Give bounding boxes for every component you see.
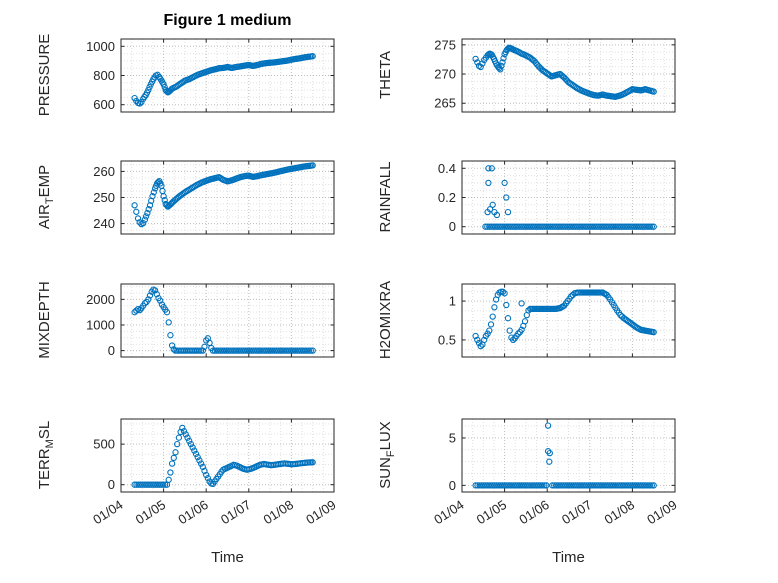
svg-text:5: 5	[449, 430, 456, 445]
h2omixra-plot: 0.51	[438, 283, 676, 358]
y-tick-labels: 0 1000 2000	[86, 292, 115, 358]
minor-grid	[121, 161, 334, 234]
svg-text:0: 0	[449, 219, 456, 234]
y-tick-labels: 0 0.2 0.4	[438, 161, 456, 234]
pressure-plot: 600 800 1000	[86, 38, 335, 113]
subplot-pressure: PRESSURE 600 800 1000	[36, 29, 341, 132]
svg-text:250: 250	[93, 190, 115, 205]
subplot-air-temp: AIRTEMP 240 250 260	[36, 151, 341, 254]
subplot-h2omixra: H2OMIXRA 0.5 1	[377, 274, 682, 377]
svg-text:01/08: 01/08	[261, 497, 296, 527]
data-series	[482, 165, 657, 230]
major-grid	[462, 39, 675, 112]
svg-text:1000: 1000	[86, 317, 115, 332]
y-tick-labels: 600 800 1000	[86, 39, 115, 112]
subplot-terr-msl: TERRMSL 0 500 01/04 01/05 01/06 01/07 01/08 01/…	[36, 409, 341, 583]
svg-text:0.5: 0.5	[438, 332, 456, 347]
major-grid	[462, 284, 675, 357]
svg-text:01/09: 01/09	[303, 497, 338, 527]
svg-text:01/04: 01/04	[90, 497, 125, 527]
minor-grid	[462, 39, 675, 112]
axis-box	[461, 38, 676, 113]
svg-text:1: 1	[449, 294, 456, 309]
svg-text:0.4: 0.4	[438, 161, 456, 176]
axis-box	[120, 38, 335, 113]
svg-text:260: 260	[93, 164, 115, 179]
data-series	[131, 424, 316, 488]
svg-text:0: 0	[449, 478, 456, 493]
minor-grid	[462, 284, 675, 357]
svg-text:240: 240	[93, 216, 115, 231]
svg-text:01/07: 01/07	[559, 497, 594, 527]
y-tick-labels: 05	[449, 430, 456, 492]
x-tick-labels: 01/04 01/05 01/06 01/07 01/08 01/09	[90, 497, 338, 527]
svg-text:265: 265	[434, 96, 456, 111]
y-tick-labels: 240 250 260	[93, 164, 115, 231]
y-tick-labels: 0.51	[438, 294, 456, 348]
x-tick-labels: 01/04 01/05 01/06 01/07 01/08 01/09	[431, 497, 679, 527]
axis-box	[461, 283, 676, 358]
svg-text:01/08: 01/08	[602, 497, 637, 527]
data-series	[472, 288, 657, 350]
mixdepth-plot: 0 1000 2000	[86, 283, 335, 358]
svg-text:01/09: 01/09	[644, 497, 679, 527]
terr-msl-plot: 0 500 01/04 01/05 01/06 01/07 01/08 01/09	[90, 418, 339, 527]
data-series	[472, 44, 657, 100]
figure-title: Figure 1 medium	[163, 12, 292, 29]
minor-grid	[462, 161, 675, 234]
axis-box	[120, 418, 335, 493]
axis-box	[120, 283, 335, 358]
subplot-theta: THETA 265 270 275	[377, 29, 682, 132]
axis-box	[461, 160, 676, 235]
subplot-mixdepth: MIXDEPTH 0 1000 2000	[36, 274, 341, 377]
y-tick-labels: 0 500	[93, 437, 115, 493]
data-series	[131, 53, 316, 107]
svg-text:01/05: 01/05	[474, 497, 509, 527]
svg-text:0.2: 0.2	[438, 190, 456, 205]
data-series	[472, 422, 657, 489]
svg-text:01/06: 01/06	[175, 497, 210, 527]
x-axis-label: Time	[211, 549, 244, 566]
x-axis-label: Time	[552, 549, 585, 566]
subplot-sun-flux: SUNFLUX 0 5 01/04 01/05 01/06 01/07 01/08 01/09…	[377, 409, 682, 583]
svg-text:800: 800	[93, 68, 115, 83]
y-tick-labels: 265 270 275	[434, 37, 456, 110]
data-series	[131, 162, 316, 228]
svg-text:0: 0	[108, 477, 115, 492]
axis-box	[461, 418, 676, 493]
major-grid	[121, 39, 334, 112]
svg-text:01/05: 01/05	[133, 497, 168, 527]
svg-text:500: 500	[93, 437, 115, 452]
minor-grid	[121, 284, 334, 357]
rainfall-plot: 0 0.2 0.4	[438, 160, 676, 235]
data-series	[131, 286, 316, 354]
svg-text:600: 600	[93, 97, 115, 112]
svg-text:01/04: 01/04	[431, 497, 466, 527]
air-temp-plot: 240 250 260	[93, 160, 335, 235]
axis-box	[120, 160, 335, 235]
svg-text:270: 270	[434, 67, 456, 82]
minor-grid	[121, 419, 334, 492]
svg-text:1000: 1000	[86, 39, 115, 54]
subplot-rainfall: RAINFALL 0 0.2 0.4	[377, 151, 682, 254]
svg-text:01/06: 01/06	[516, 497, 551, 527]
svg-text:2000: 2000	[86, 292, 115, 307]
theta-plot: 265 270 275	[434, 37, 676, 113]
minor-grid	[462, 419, 675, 492]
svg-text:01/07: 01/07	[218, 497, 253, 527]
svg-text:275: 275	[434, 37, 456, 52]
svg-text:0: 0	[108, 343, 115, 358]
